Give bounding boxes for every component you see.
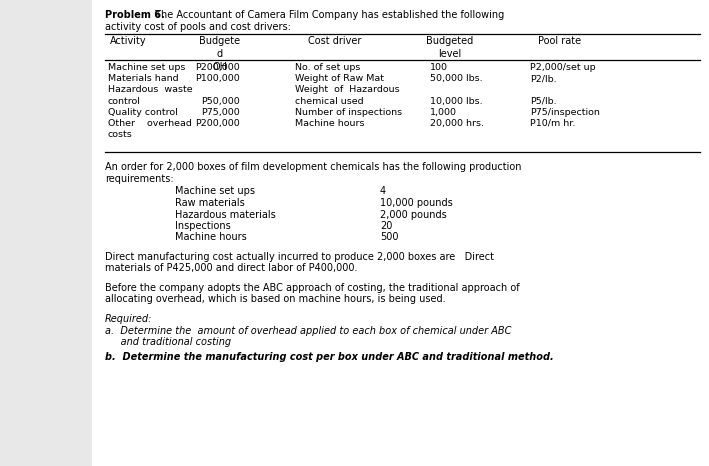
Text: Activity: Activity <box>110 36 146 46</box>
Text: P10/m hr.: P10/m hr. <box>530 119 576 128</box>
Text: 100: 100 <box>430 63 448 72</box>
Text: Before the company adopts the ABC approach of costing, the traditional approach : Before the company adopts the ABC approa… <box>105 283 520 293</box>
Text: Weight of Raw Mat: Weight of Raw Mat <box>295 74 384 83</box>
Text: P75,000: P75,000 <box>201 108 240 117</box>
Text: Inspections: Inspections <box>175 221 230 231</box>
Text: Machine hours: Machine hours <box>175 233 247 242</box>
Text: a.  Determine the  amount of overhead applied to each box of chemical under ABC: a. Determine the amount of overhead appl… <box>105 325 511 336</box>
Text: Other    overhead: Other overhead <box>108 119 192 128</box>
Text: costs: costs <box>108 130 133 139</box>
Text: P50,000: P50,000 <box>201 96 240 106</box>
Text: P200,000: P200,000 <box>195 63 240 72</box>
Text: allocating overhead, which is based on machine hours, is being used.: allocating overhead, which is based on m… <box>105 295 446 304</box>
Text: P75/inspection: P75/inspection <box>530 108 600 117</box>
Text: requirements:: requirements: <box>105 173 174 184</box>
Text: No. of set ups: No. of set ups <box>295 63 360 72</box>
Text: Budgete
d
OH: Budgete d OH <box>199 36 240 72</box>
Text: Raw materials: Raw materials <box>175 198 245 208</box>
Text: P200,000: P200,000 <box>195 119 240 128</box>
Text: chemical used: chemical used <box>295 96 364 106</box>
Text: 20,000 hrs.: 20,000 hrs. <box>430 119 484 128</box>
Text: P2/lb.: P2/lb. <box>530 74 557 83</box>
Text: Machine set ups: Machine set ups <box>108 63 185 72</box>
Text: P100,000: P100,000 <box>195 74 240 83</box>
Text: P5/lb.: P5/lb. <box>530 96 557 106</box>
Text: activity cost of pools and cost drivers:: activity cost of pools and cost drivers: <box>105 21 291 32</box>
Text: and traditional costing: and traditional costing <box>105 337 231 347</box>
Text: 50,000 lbs.: 50,000 lbs. <box>430 74 483 83</box>
Text: 1,000: 1,000 <box>430 108 457 117</box>
Text: Hazardous  waste: Hazardous waste <box>108 85 193 95</box>
Text: An order for 2,000 boxes of film development chemicals has the following product: An order for 2,000 boxes of film develop… <box>105 162 522 172</box>
Text: Number of inspections: Number of inspections <box>295 108 402 117</box>
Text: 10,000 lbs.: 10,000 lbs. <box>430 96 483 106</box>
Text: Direct manufacturing cost actually incurred to produce 2,000 boxes are   Direct: Direct manufacturing cost actually incur… <box>105 252 494 262</box>
Text: Weight  of  Hazardous: Weight of Hazardous <box>295 85 400 95</box>
Text: b.  Determine the manufacturing cost per box under ABC and traditional method.: b. Determine the manufacturing cost per … <box>105 352 554 363</box>
Text: 4: 4 <box>380 186 386 197</box>
Text: control: control <box>108 96 141 106</box>
Bar <box>92 0 709 466</box>
Text: Hazardous materials: Hazardous materials <box>175 210 276 219</box>
Text: Cost driver: Cost driver <box>308 36 362 46</box>
Text: Budgeted
level: Budgeted level <box>426 36 474 59</box>
Text: Quality control: Quality control <box>108 108 178 117</box>
Text: P2,000/set up: P2,000/set up <box>530 63 596 72</box>
Text: Required:: Required: <box>105 314 152 324</box>
Text: 500: 500 <box>380 233 398 242</box>
Text: 20: 20 <box>380 221 392 231</box>
Text: Materials hand: Materials hand <box>108 74 179 83</box>
Text: Pool rate: Pool rate <box>538 36 581 46</box>
Text: 2,000 pounds: 2,000 pounds <box>380 210 447 219</box>
Text: Problem 6.: Problem 6. <box>105 10 164 20</box>
Text: The Accountant of Camera Film Company has established the following: The Accountant of Camera Film Company ha… <box>152 10 504 20</box>
Text: Machine hours: Machine hours <box>295 119 364 128</box>
Text: materials of P425,000 and direct labor of P400,000.: materials of P425,000 and direct labor o… <box>105 263 357 274</box>
Text: Machine set ups: Machine set ups <box>175 186 255 197</box>
Text: 10,000 pounds: 10,000 pounds <box>380 198 453 208</box>
